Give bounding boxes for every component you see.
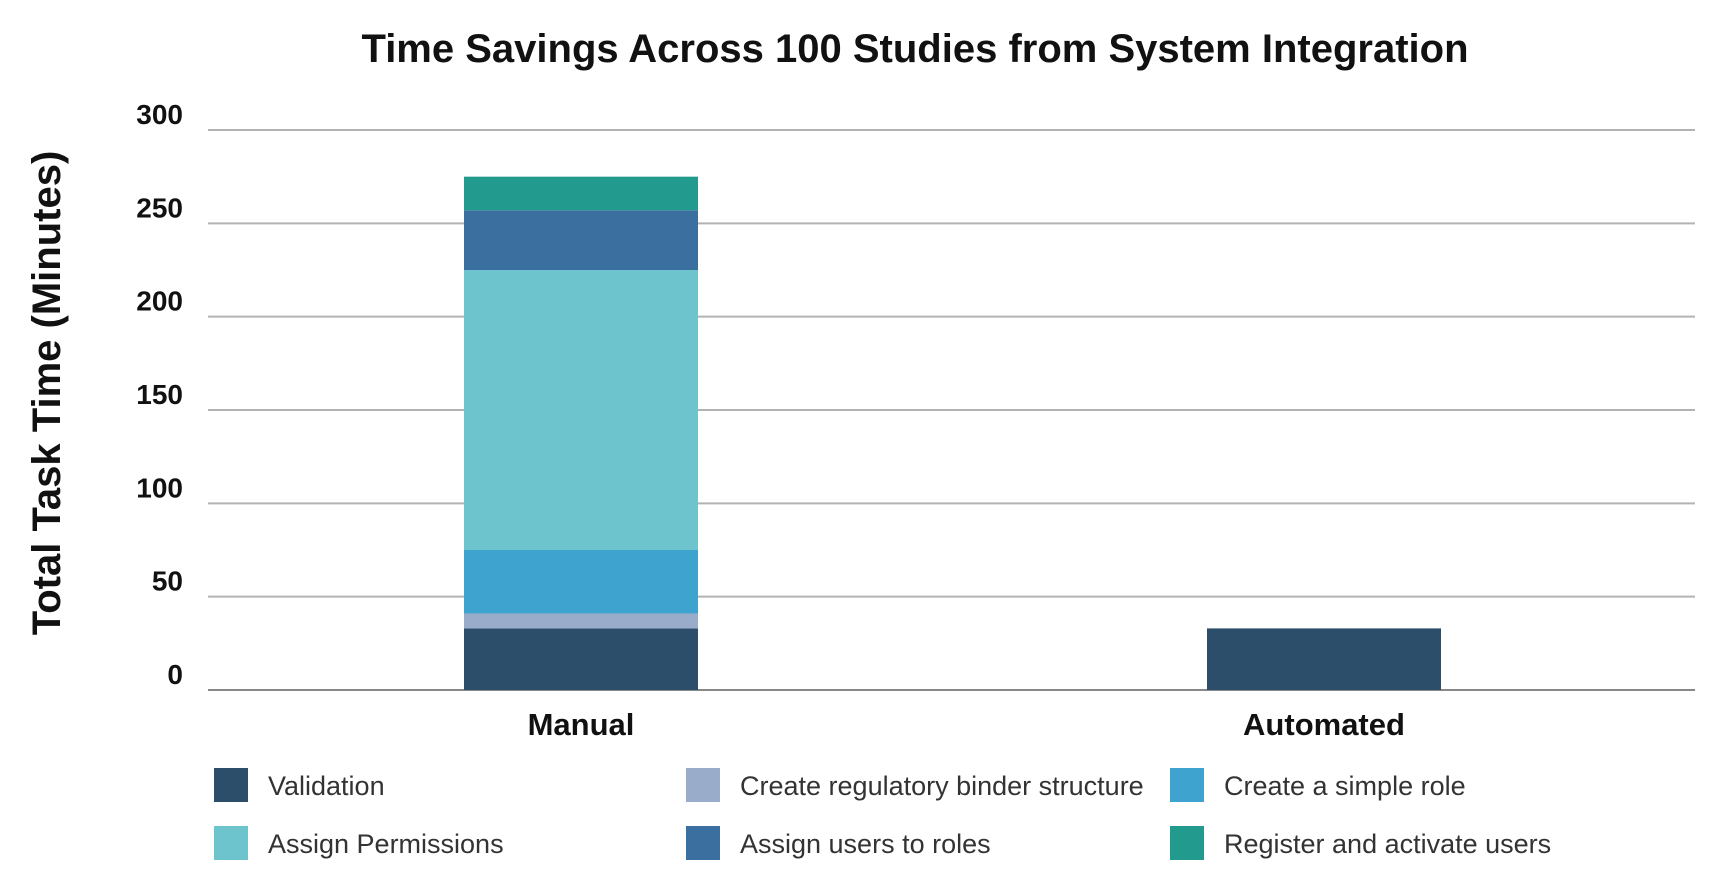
legend-swatch <box>214 826 248 860</box>
legend-swatch <box>1170 768 1204 802</box>
x-tick-labels: Manual Automated <box>528 707 1405 742</box>
legend-item: Assign Permissions <box>214 826 504 860</box>
legend-label: Register and activate users <box>1224 829 1551 859</box>
legend-item: Validation <box>214 768 385 802</box>
y-tick-labels: 0 50 100 150 200 250 300 <box>136 99 183 690</box>
bar-segment-manual-6 <box>464 176 698 211</box>
legend: Validation Create regulatory binder struc… <box>214 768 1551 860</box>
x-tick-label: Automated <box>1243 707 1405 742</box>
legend-swatch <box>1170 826 1204 860</box>
y-tick-label: 300 <box>136 99 183 130</box>
bar-segment-manual-5 <box>464 210 698 270</box>
y-tick-label: 150 <box>136 379 183 410</box>
legend-label: Assign Permissions <box>268 829 504 859</box>
bar-segment-automated-1 <box>1207 628 1441 690</box>
bars <box>464 176 1441 690</box>
legend-swatch <box>686 768 720 802</box>
legend-label: Validation <box>268 771 385 801</box>
bar-segment-manual-3 <box>464 550 698 614</box>
bar-segment-manual-2 <box>464 613 698 629</box>
y-tick-label: 100 <box>136 472 183 503</box>
x-tick-label: Manual <box>528 707 635 742</box>
legend-label: Create regulatory binder structure <box>740 771 1144 801</box>
y-tick-label: 0 <box>167 659 183 690</box>
bar-segment-manual-4 <box>464 270 698 550</box>
bar-segment-manual-1 <box>464 628 698 690</box>
legend-item: Create regulatory binder structure <box>686 768 1144 802</box>
y-tick-label: 50 <box>152 566 183 597</box>
chart-title: Time Savings Across 100 Studies from Sys… <box>361 27 1468 71</box>
legend-item: Create a simple role <box>1170 768 1466 802</box>
y-tick-label: 200 <box>136 286 183 317</box>
gridlines <box>208 129 1695 691</box>
y-axis-label: Total Task Time (Minutes) <box>25 151 69 636</box>
legend-swatch <box>686 826 720 860</box>
y-tick-label: 250 <box>136 192 183 223</box>
legend-swatch <box>214 768 248 802</box>
legend-item: Assign users to roles <box>686 826 991 860</box>
legend-label: Create a simple role <box>1224 771 1466 801</box>
legend-item: Register and activate users <box>1170 826 1551 860</box>
legend-label: Assign users to roles <box>740 829 991 859</box>
